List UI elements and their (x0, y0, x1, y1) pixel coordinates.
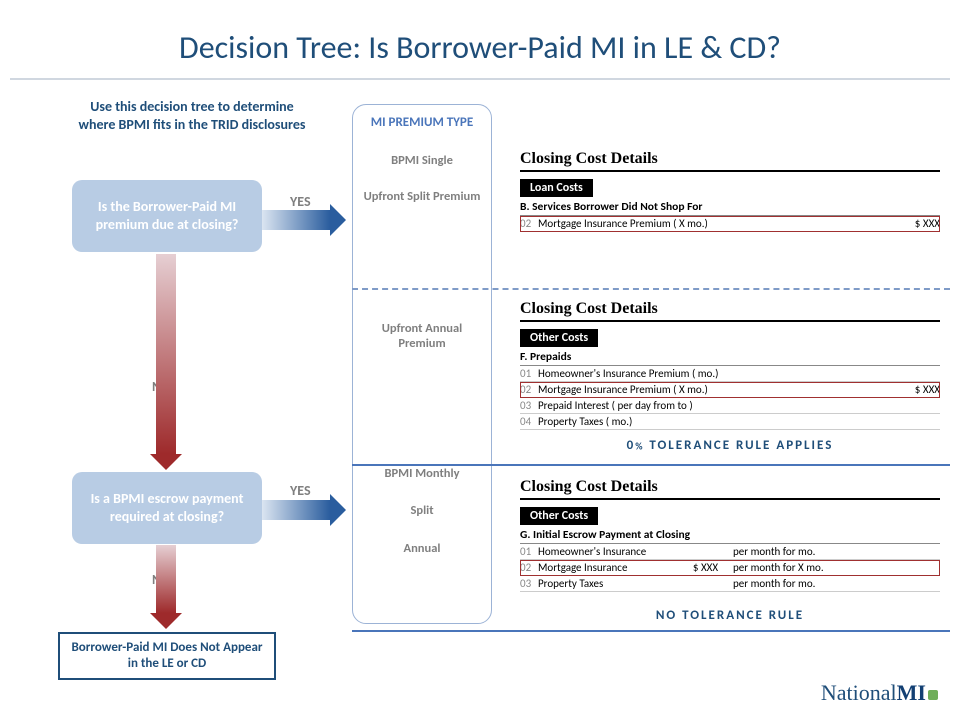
table-row: 01Homeowner's Insurance Premium ( mo.) (520, 366, 940, 382)
closing-cost-card-loan: Closing Cost Details Loan Costs B. Servi… (520, 150, 940, 232)
logo-text-a: National (821, 680, 897, 705)
card-title: Closing Cost Details (520, 300, 940, 318)
logo-text-b: MI (897, 680, 926, 705)
row-desc: Property Taxes (538, 577, 678, 590)
nationalmi-logo: NationalMI (821, 680, 938, 706)
row-num: 04 (520, 415, 538, 428)
terminal-no-appearance: Borrower-Paid MI Does Not Appear in the … (58, 632, 276, 680)
table-row: 04Property Taxes ( mo.) (520, 414, 940, 430)
decision-node-escrow-required: Is a BPMI escrow payment required at clo… (72, 472, 262, 544)
row-desc: Property Taxes ( mo.) (538, 415, 890, 428)
row-tail: per month for X mo. (733, 561, 940, 574)
row-val: $ XXX (890, 383, 940, 396)
decision-node-premium-due: Is the Borrower-Paid MI premium due at c… (72, 180, 262, 252)
table-row: 03Property Taxes per month for mo. (520, 576, 940, 592)
page-title: Decision Tree: Is Borrower-Paid MI in LE… (0, 28, 960, 67)
edge-label-yes: YES (290, 193, 311, 210)
subhead-section-g: G. Initial Escrow Payment at Closing (520, 528, 940, 544)
card-title: Closing Cost Details (520, 478, 940, 496)
row-mid (678, 545, 733, 558)
card-rule (520, 498, 940, 500)
row-mid: $ XXX (678, 561, 733, 574)
subhead-section-f: F. Prepaids (520, 350, 940, 366)
row-num: 01 (520, 367, 538, 380)
table-row: 02Mortgage Insurance Premium ( X mo.)$ X… (520, 382, 940, 398)
tolerance-num: 0 (627, 438, 636, 453)
closing-cost-card-escrow: Closing Cost Details Other Costs G. Init… (520, 478, 940, 592)
premium-item: BPMI Monthly (353, 458, 491, 490)
row-desc: Prepaid Interest ( per day from to ) (538, 399, 890, 412)
row-desc: Homeowner's Insurance Premium ( mo.) (538, 367, 890, 380)
arrow-yes-1 (262, 210, 330, 230)
row-num: 02 (520, 217, 538, 230)
row-val (890, 399, 940, 412)
premium-item: BPMI Single (353, 145, 491, 177)
edge-label-yes: YES (290, 482, 311, 499)
tolerance-rule-none: NO TOLERANCE RULE (520, 608, 940, 623)
row-desc: Homeowner's Insurance (538, 545, 678, 558)
row-num: 03 (520, 399, 538, 412)
arrow-yes-2 (262, 500, 330, 520)
card-title: Closing Cost Details (520, 150, 940, 168)
row-desc: Mortgage Insurance (538, 561, 678, 574)
row-val: $ XXX (890, 217, 940, 230)
tolerance-rule-zero: 0% TOLERANCE RULE APPLIES (520, 438, 940, 453)
row-mid (678, 577, 733, 590)
closing-cost-card-prepaids: Closing Cost Details Other Costs F. Prep… (520, 300, 940, 430)
title-underline (10, 78, 950, 80)
row-num: 02 (520, 383, 538, 396)
row-num: 01 (520, 545, 538, 558)
row-val (890, 415, 940, 428)
section-divider (352, 464, 950, 466)
premium-item: Split (353, 495, 491, 527)
table-row: 02 Mortgage Insurance Premium ( X mo.) $… (520, 216, 940, 232)
premium-item: Upfront Annual Premium (353, 313, 491, 360)
subhead-section-b: B. Services Borrower Did Not Shop For (520, 200, 940, 216)
row-desc: Mortgage Insurance Premium ( X mo.) (538, 383, 890, 396)
premium-type-column: MI PREMIUM TYPE BPMI Single Upfront Spli… (352, 104, 492, 624)
premium-item: Annual (353, 533, 491, 565)
premium-col-header: MI PREMIUM TYPE (353, 105, 491, 139)
table-row: 03Prepaid Interest ( per day from to ) (520, 398, 940, 414)
row-num: 03 (520, 577, 538, 590)
section-bar-loan-costs: Loan Costs (520, 179, 593, 197)
logo-dot-icon (928, 690, 938, 700)
card-rule (520, 170, 940, 172)
tolerance-text: TOLERANCE RULE APPLIES (644, 438, 833, 453)
section-divider (352, 630, 950, 632)
section-bar-other-costs: Other Costs (520, 329, 598, 347)
row-tail: per month for mo. (733, 577, 940, 590)
row-num: 02 (520, 561, 538, 574)
table-row: 02Mortgage Insurance$ XXXper month for X… (520, 560, 940, 576)
arrow-no-1 (156, 254, 176, 454)
premium-item: Upfront Split Premium (353, 181, 491, 213)
section-bar-other-costs: Other Costs (520, 507, 598, 525)
row-desc: Mortgage Insurance Premium ( X mo.) (538, 217, 890, 230)
row-val (890, 367, 940, 380)
table-row: 01Homeowner's Insurance per month for mo. (520, 544, 940, 560)
dashed-divider (352, 288, 950, 290)
arrow-no-2 (156, 545, 176, 613)
row-tail: per month for mo. (733, 545, 940, 558)
intro-text: Use this decision tree to determine wher… (72, 98, 312, 133)
card-rule (520, 320, 940, 322)
